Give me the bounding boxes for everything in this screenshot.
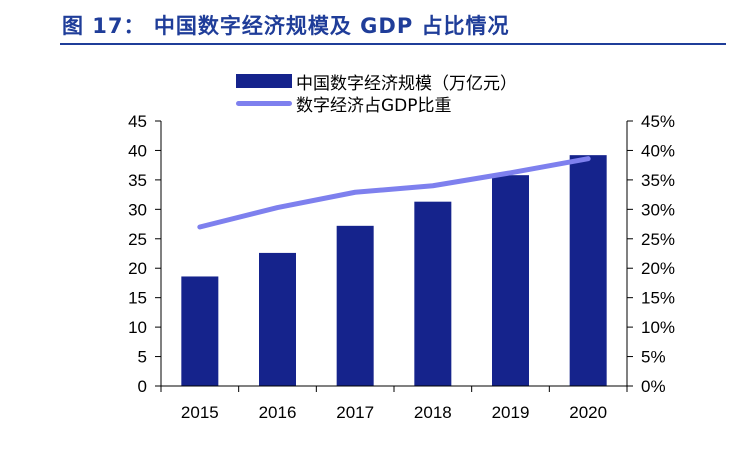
legend-item-line: 数字经济占GDP比重 [236, 92, 517, 116]
bar-2017 [336, 225, 374, 386]
x-tick-label-2020: 2020 [569, 403, 607, 422]
y-right-tick-label-40%: 40% [641, 141, 675, 160]
y-right-tick-label-25%: 25% [641, 230, 675, 249]
y-right-tick-label-45%: 45% [641, 112, 675, 131]
y-left-tick-label-30: 30 [128, 200, 147, 219]
y-left-tick-label-0: 0 [138, 377, 147, 396]
x-tick-label-2018: 2018 [414, 403, 452, 422]
legend-line-swatch [236, 100, 292, 106]
x-tick-label-2016: 2016 [259, 403, 297, 422]
y-left-tick-label-15: 15 [128, 289, 147, 308]
y-left-tick-label-25: 25 [128, 230, 147, 249]
x-tick-label-2019: 2019 [492, 403, 530, 422]
x-tick-label-2017: 2017 [336, 403, 374, 422]
legend-line-label: 数字经济占GDP比重 [296, 95, 452, 116]
figure-title: 图 17： 中国数字经济规模及 GDP 占比情况 [62, 14, 510, 38]
bar-2018 [414, 201, 452, 386]
y-left-tick-label-5: 5 [138, 348, 147, 367]
y-right-tick-label-20%: 20% [641, 259, 675, 278]
y-right-tick-label-0%: 0% [641, 377, 666, 396]
legend-bar-label: 中国数字经济规模（万亿元） [296, 73, 517, 94]
legend-bar-swatch [236, 74, 292, 88]
y-left-tick-label-10: 10 [128, 318, 147, 337]
y-left-tick-label-45: 45 [128, 112, 147, 131]
figure-header: 图 17： 中国数字经济规模及 GDP 占比情况 [0, 0, 741, 46]
x-tick-label-2015: 2015 [181, 403, 219, 422]
title-underline [60, 43, 726, 45]
y-right-tick-label-5%: 5% [641, 348, 666, 367]
bar-2020 [569, 155, 607, 386]
y-right-tick-label-30%: 30% [641, 200, 675, 219]
y-right-tick-label-15%: 15% [641, 289, 675, 308]
y-left-tick-label-40: 40 [128, 141, 147, 160]
y-right-tick-label-10%: 10% [641, 318, 675, 337]
y-right-tick-label-35%: 35% [641, 171, 675, 190]
bar-2015 [181, 276, 219, 386]
line-gdp-share [197, 156, 591, 230]
bar-2016 [259, 252, 296, 386]
chart-legend: 中国数字经济规模（万亿元） 数字经济占GDP比重 [236, 70, 517, 116]
bar-2019 [492, 175, 529, 386]
y-left-tick-label-20: 20 [128, 259, 147, 278]
y-left-tick-label-35: 35 [128, 171, 147, 190]
legend-item-bar: 中国数字经济规模（万亿元） [236, 70, 517, 94]
